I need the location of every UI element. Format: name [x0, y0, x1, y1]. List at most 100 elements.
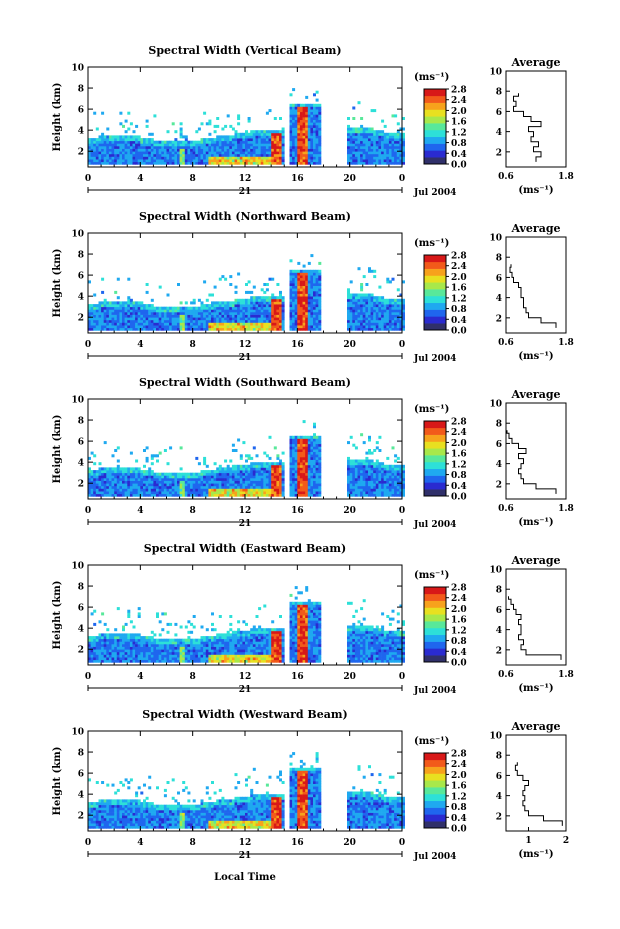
heatmap-cell [208, 153, 212, 157]
heatmap-cell [101, 612, 105, 616]
heatmap-cell [195, 475, 199, 479]
heatmap-cell [195, 325, 199, 329]
heatmap-cell [373, 138, 377, 142]
heatmap-cell [195, 130, 199, 134]
heatmap-cell [281, 130, 285, 134]
heatmap-cell [119, 148, 123, 152]
heatmap-cell [103, 311, 107, 315]
heatmap-cell [127, 651, 131, 655]
heatmap-cell [187, 317, 191, 321]
heatmap-cell [208, 325, 212, 329]
heatmap-cell [237, 488, 241, 492]
heatmap-cell [245, 283, 248, 286]
heatmap-cell [279, 491, 282, 495]
heatmap-cell [255, 477, 259, 481]
heatmap-cell [313, 433, 316, 437]
heatmap-cell [394, 161, 398, 165]
x-tick-label: 16 [291, 506, 304, 516]
heatmap-cell [156, 140, 159, 144]
heatmap-cell [299, 161, 303, 165]
y-tick-label: 10 [71, 396, 84, 406]
beam-panel: Spectral Width (Vertical Beam)0 4 8 12 16 20 0… [52, 44, 574, 198]
heatmap-cell [205, 159, 209, 163]
heatmap-cell [148, 493, 152, 497]
heatmap-cell [161, 327, 165, 331]
heatmap-cell [247, 151, 251, 155]
heatmap-cell [373, 148, 377, 152]
heatmap-cell [174, 485, 178, 489]
heatmap-cell [88, 475, 91, 479]
heatmap-cell [213, 145, 217, 149]
heatmap-cell [302, 306, 306, 310]
heatmap-cell [402, 306, 405, 310]
heatmap-cell [197, 151, 201, 155]
heatmap-cell [190, 317, 194, 321]
heatmap-cell [103, 161, 107, 165]
heatmap-cell [197, 143, 201, 147]
heatmap-cell [158, 285, 162, 289]
heatmap-cell [158, 314, 162, 318]
heatmap-cell [289, 140, 293, 144]
heatmap-cell [132, 151, 136, 155]
avg-y-tick-label: 6 [496, 274, 502, 284]
heatmap-cell [200, 145, 204, 149]
heatmap-cell [156, 317, 159, 321]
heatmap-cell [153, 143, 157, 147]
heatmap-cell [213, 493, 217, 497]
heatmap-cell [103, 480, 107, 484]
heatmap-cell [297, 304, 301, 308]
heatmap-cell [237, 159, 241, 163]
heatmap-cell [388, 153, 392, 157]
heatmap-cell [252, 138, 256, 142]
heatmap-cell [132, 641, 136, 645]
colorbar-tick-label: 0.8 [451, 305, 467, 315]
heatmap-cell [242, 314, 246, 318]
heatmap-cell [299, 441, 303, 445]
heatmap-cell [352, 480, 356, 484]
heatmap-cell [122, 643, 125, 647]
heatmap-cell [184, 485, 188, 489]
heatmap-cell [124, 161, 128, 165]
heatmap-cell [268, 317, 272, 321]
heatmap-cell [378, 161, 382, 165]
heatmap-cell [263, 290, 267, 294]
heatmap-cell [347, 485, 350, 489]
heatmap-cell [318, 488, 322, 492]
heatmap-cell [98, 657, 102, 661]
heatmap-cell [140, 470, 144, 474]
heatmap-cell [383, 143, 387, 147]
heatmap-cell [208, 293, 212, 297]
heatmap-cell [122, 143, 125, 147]
heatmap-cell [135, 633, 139, 637]
heatmap-cell [242, 485, 246, 489]
heatmap-cell [218, 470, 222, 474]
heatmap-cell [347, 130, 350, 134]
heatmap-cell [289, 272, 293, 276]
heatmap-cell [148, 483, 152, 487]
heatmap-cell [226, 322, 230, 326]
heatmap-cell [302, 459, 306, 463]
heatmap-cell [200, 493, 204, 497]
heatmap-cell [137, 138, 141, 142]
heatmap-cell [190, 159, 194, 163]
heatmap-cell [360, 493, 364, 497]
heatmap-cell [394, 309, 398, 313]
heatmap-cell [95, 475, 99, 479]
heatmap-cell [299, 293, 303, 297]
heatmap-cell [190, 145, 194, 149]
heatmap-cell [391, 485, 395, 489]
heatmap-cell [310, 435, 314, 439]
heatmap-cell [145, 491, 149, 495]
heatmap-cell [362, 135, 366, 139]
heatmap-cell [252, 309, 256, 313]
heatmap-cell [365, 462, 369, 466]
heatmap-cell [161, 311, 165, 315]
heatmap-cell [273, 140, 277, 144]
heatmap-cell [192, 309, 196, 313]
heatmap-cell [174, 317, 178, 321]
heatmap-cell [276, 301, 280, 305]
heatmap-cell [305, 327, 309, 331]
heatmap-cell [383, 467, 387, 471]
heatmap-cell [258, 153, 262, 157]
heatmap-cell [171, 306, 175, 310]
